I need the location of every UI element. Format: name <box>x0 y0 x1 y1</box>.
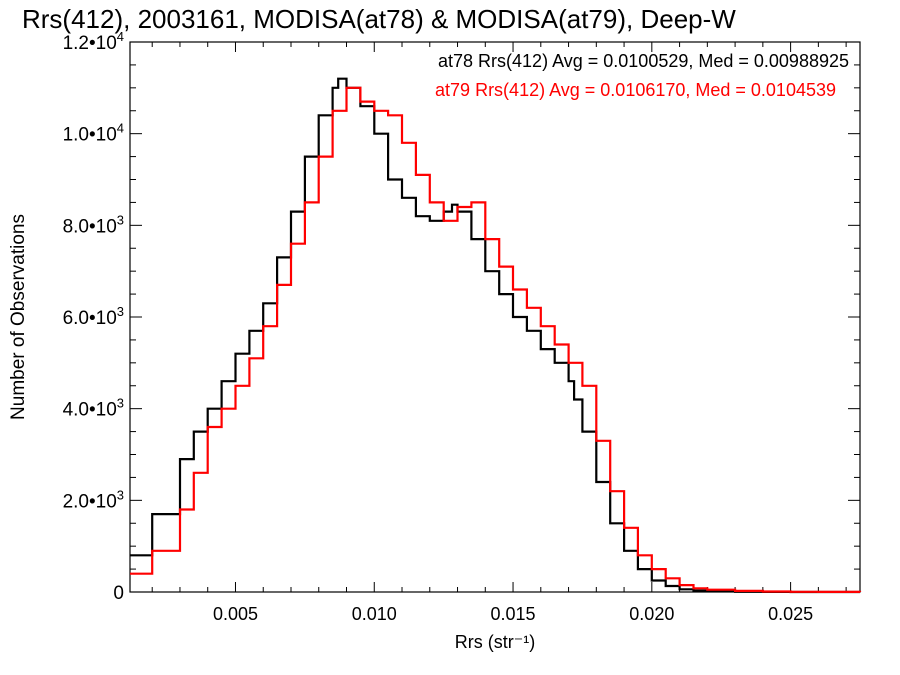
x-axis-ticks <box>151 42 847 592</box>
y-tick-exponent: 3 <box>117 487 124 502</box>
y-tick-exponent: 3 <box>117 396 124 411</box>
y-tick-mantissa: 1.2•10 <box>63 33 117 54</box>
y-tick-exponent: 3 <box>117 304 124 319</box>
x-tick-label: 0.005 <box>213 604 258 624</box>
y-tick-exponent: 3 <box>117 212 124 227</box>
y-tick-mantissa: 2.0•10 <box>63 491 117 512</box>
y-tick-exponent: 4 <box>117 29 124 44</box>
y-tick-exponent: 4 <box>117 121 124 136</box>
series-line-at78 <box>130 77 860 594</box>
x-tick-label: 0.010 <box>352 604 397 624</box>
y-tick-mantissa: 1.0•10 <box>63 125 117 146</box>
series-line-at79 <box>130 86 862 593</box>
x-tick-label: 0.025 <box>768 604 813 624</box>
series-group <box>130 77 862 594</box>
y-tick-mantissa: 4.0•10 <box>63 400 117 421</box>
legend-entry-at78: at78 Rrs(412) Avg = 0.0100529, Med = 0.0… <box>438 51 849 71</box>
y-axis-ticks <box>130 41 860 593</box>
y-tick-mantissa: 6.0•10 <box>63 308 117 329</box>
y-tick-label: 4.0•103 <box>63 396 124 421</box>
y-tick-label: 0 <box>113 583 124 604</box>
x-tick-label: 0.015 <box>491 604 536 624</box>
chart-title: Rrs(412), 2003161, MODISA(at78) & MODISA… <box>22 4 736 34</box>
y-axis-label: Number of Observations <box>8 214 29 420</box>
y-tick-label: 1.0•104 <box>63 121 124 146</box>
plot-area <box>129 41 862 594</box>
y-axis-tick-labels: 02.0•1034.0•1036.0•1038.0•1031.0•1041.2•… <box>63 29 124 604</box>
y-tick-mantissa: 0 <box>113 583 124 604</box>
y-tick-label: 8.0•103 <box>63 212 124 237</box>
y-tick-label: 2.0•103 <box>63 487 124 512</box>
y-tick-mantissa: 8.0•10 <box>63 216 117 237</box>
plot-frame <box>129 41 861 593</box>
x-axis-tick-labels: 0.005 0.010 0.015 0.020 0.025 <box>213 604 813 624</box>
x-axis-label: Rrs (str⁻¹) <box>455 632 535 652</box>
y-tick-label: 1.2•104 <box>63 29 124 54</box>
y-tick-label: 6.0•103 <box>63 304 124 329</box>
legend-entry-at79: at79 Rrs(412) Avg = 0.0106170, Med = 0.0… <box>435 80 836 100</box>
x-tick-label: 0.020 <box>629 604 674 624</box>
